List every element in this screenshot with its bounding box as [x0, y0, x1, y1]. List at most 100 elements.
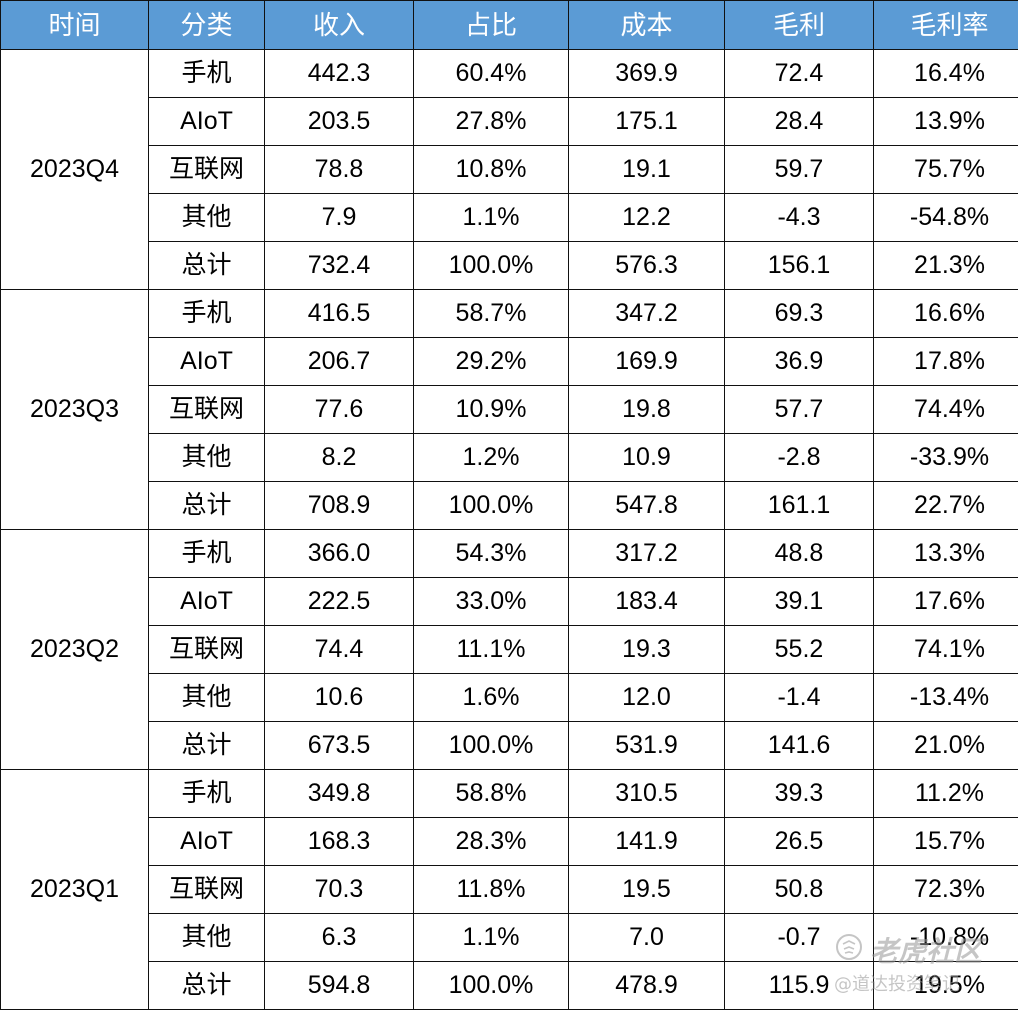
cell-share: 1.1% — [413, 913, 569, 962]
cell-category: 手机 — [148, 769, 265, 818]
cell-cost: 10.9 — [568, 433, 725, 482]
cell-category: 手机 — [148, 529, 265, 578]
cell-gross-profit: -0.7 — [724, 913, 874, 962]
cell-revenue: 349.8 — [264, 769, 414, 818]
cell-gross-profit: 28.4 — [724, 97, 874, 146]
cell-category: 互联网 — [148, 865, 265, 914]
cell-gross-profit: 36.9 — [724, 337, 874, 386]
cell-gross-margin: -54.8% — [873, 193, 1018, 242]
cell-category: 其他 — [148, 913, 265, 962]
cell-category: AIoT — [148, 97, 265, 146]
cell-share: 1.6% — [413, 673, 569, 722]
cell-gross-profit: 69.3 — [724, 289, 874, 338]
table-row: 其他 10.6 1.6% 12.0 -1.4 -13.4% — [1, 673, 1018, 722]
table-row: 总计 708.9 100.0% 547.8 161.1 22.7% — [1, 481, 1018, 530]
cell-cost: 547.8 — [568, 481, 725, 530]
cell-share: 60.4% — [413, 49, 569, 98]
cell-gross-margin: 16.4% — [873, 49, 1018, 98]
cell-cost: 347.2 — [568, 289, 725, 338]
cell-gross-margin: -33.9% — [873, 433, 1018, 482]
cell-period: 2023Q2 — [0, 529, 149, 770]
cell-gross-profit: -2.8 — [724, 433, 874, 482]
cell-gross-margin: 13.9% — [873, 97, 1018, 146]
table-row: 互联网 77.6 10.9% 19.8 57.7 74.4% — [1, 385, 1018, 434]
cell-revenue: 222.5 — [264, 577, 414, 626]
cell-gross-profit: 55.2 — [724, 625, 874, 674]
table-row: 2023Q1 手机 349.8 58.8% 310.5 39.3 11.2% — [0, 769, 1018, 1010]
cell-revenue: 70.3 — [264, 865, 414, 914]
header-gross-margin: 毛利率 — [873, 0, 1018, 50]
cell-category: 总计 — [148, 721, 265, 770]
cell-revenue: 10.6 — [264, 673, 414, 722]
cell-revenue: 78.8 — [264, 145, 414, 194]
cell-share: 100.0% — [413, 721, 569, 770]
cell-revenue: 6.3 — [264, 913, 414, 962]
cell-category: AIoT — [148, 337, 265, 386]
cell-period: 2023Q4 — [0, 49, 149, 290]
cell-share: 100.0% — [413, 481, 569, 530]
table-row: AIoT 222.5 33.0% 183.4 39.1 17.6% — [1, 577, 1018, 626]
cell-gross-profit: -4.3 — [724, 193, 874, 242]
table-row: 互联网 78.8 10.8% 19.1 59.7 75.7% — [1, 145, 1018, 194]
cell-gross-margin: 15.7% — [873, 817, 1018, 866]
cell-gross-margin: -13.4% — [873, 673, 1018, 722]
cell-cost: 19.1 — [568, 145, 725, 194]
header-share: 占比 — [413, 0, 569, 50]
cell-gross-margin: 11.2% — [873, 769, 1018, 818]
table-row: 2023Q3 手机 416.5 58.7% 347.2 69.3 16.6% — [0, 289, 1018, 530]
cell-cost: 169.9 — [568, 337, 725, 386]
table-row: 其他 6.3 1.1% 7.0 -0.7 -10.8% — [1, 913, 1018, 962]
cell-revenue: 206.7 — [264, 337, 414, 386]
cell-cost: 576.3 — [568, 241, 725, 290]
cell-cost: 7.0 — [568, 913, 725, 962]
header-category: 分类 — [148, 0, 265, 50]
table-row: 其他 8.2 1.2% 10.9 -2.8 -33.9% — [1, 433, 1018, 482]
table-row: 总计 673.5 100.0% 531.9 141.6 21.0% — [1, 721, 1018, 770]
cell-revenue: 442.3 — [264, 49, 414, 98]
cell-gross-profit: 26.5 — [724, 817, 874, 866]
table-header: 时间 分类 收入 占比 成本 毛利 毛利率 — [0, 0, 1018, 50]
cell-revenue: 74.4 — [264, 625, 414, 674]
header-gross-profit: 毛利 — [724, 0, 874, 50]
cell-share: 29.2% — [413, 337, 569, 386]
cell-gross-profit: 72.4 — [724, 49, 874, 98]
cell-revenue: 732.4 — [264, 241, 414, 290]
cell-cost: 531.9 — [568, 721, 725, 770]
cell-gross-margin: 75.7% — [873, 145, 1018, 194]
cell-revenue: 168.3 — [264, 817, 414, 866]
header-cost: 成本 — [568, 0, 725, 50]
cell-cost: 175.1 — [568, 97, 725, 146]
cell-share: 100.0% — [413, 961, 569, 1010]
table-row: AIoT 203.5 27.8% 175.1 28.4 13.9% — [1, 97, 1018, 146]
cell-category: 其他 — [148, 193, 265, 242]
table-row: 互联网 70.3 11.8% 19.5 50.8 72.3% — [1, 865, 1018, 914]
cell-cost: 183.4 — [568, 577, 725, 626]
cell-gross-profit: 48.8 — [724, 529, 874, 578]
cell-gross-margin: 19.5% — [873, 961, 1018, 1010]
cell-cost: 317.2 — [568, 529, 725, 578]
cell-gross-margin: -10.8% — [873, 913, 1018, 962]
cell-cost: 310.5 — [568, 769, 725, 818]
cell-category: 总计 — [148, 961, 265, 1010]
cell-category: 互联网 — [148, 625, 265, 674]
table-row: AIoT 206.7 29.2% 169.9 36.9 17.8% — [1, 337, 1018, 386]
cell-gross-margin: 21.3% — [873, 241, 1018, 290]
cell-cost: 12.0 — [568, 673, 725, 722]
cell-gross-margin: 72.3% — [873, 865, 1018, 914]
cell-gross-profit: 39.1 — [724, 577, 874, 626]
cell-share: 11.1% — [413, 625, 569, 674]
table-row: 总计 594.8 100.0% 478.9 115.9 19.5% — [1, 961, 1018, 1010]
header-time: 时间 — [0, 0, 149, 50]
cell-gross-margin: 17.8% — [873, 337, 1018, 386]
table-row: 总计 732.4 100.0% 576.3 156.1 21.3% — [1, 241, 1018, 290]
cell-revenue: 77.6 — [264, 385, 414, 434]
cell-gross-profit: 156.1 — [724, 241, 874, 290]
cell-category: 其他 — [148, 673, 265, 722]
cell-category: 互联网 — [148, 385, 265, 434]
cell-gross-profit: 141.6 — [724, 721, 874, 770]
cell-gross-profit: 39.3 — [724, 769, 874, 818]
cell-share: 27.8% — [413, 97, 569, 146]
cell-share: 1.2% — [413, 433, 569, 482]
cell-share: 54.3% — [413, 529, 569, 578]
